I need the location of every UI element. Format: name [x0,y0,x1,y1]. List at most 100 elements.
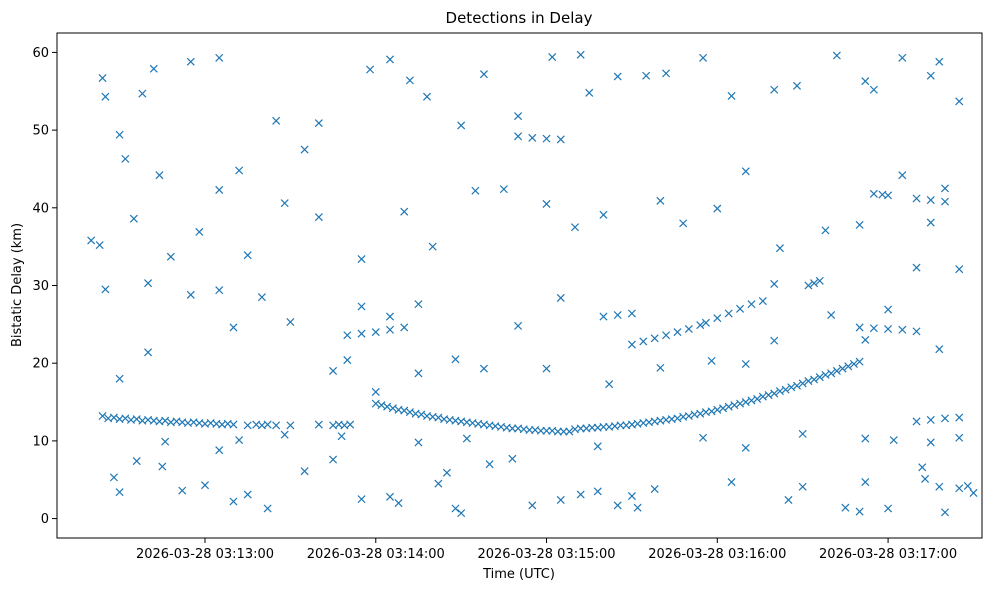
data-point [400,207,409,216]
x-axis-label: Time (UTC) [482,567,555,582]
data-point [109,473,118,482]
data-point [514,132,523,141]
data-point [314,119,323,128]
data-point [161,416,170,425]
data-point [940,197,950,206]
data-point [642,71,651,80]
data-point [542,134,551,143]
data-point [149,64,158,73]
data-point [451,355,460,364]
data-point [166,252,175,261]
data-point [926,71,935,80]
data-point [357,255,366,264]
data-point [861,478,870,487]
y-tick-label: 20 [32,357,49,372]
data-point [286,421,295,430]
data-point [741,359,750,368]
data-point [701,318,710,327]
data-point [565,427,574,436]
data-point [935,57,944,66]
data-point [869,85,878,94]
y-tick-label: 10 [32,434,49,449]
data-point [679,219,688,228]
data-point [662,69,671,78]
data-point [798,482,807,491]
data-point [707,407,716,416]
data-point [556,293,565,302]
x-tick-label: 2026-03-28 03:13:00 [136,547,274,562]
data-point [329,366,338,375]
data-point [215,185,224,194]
data-point [536,426,545,435]
data-point [940,184,950,193]
data-point [158,462,167,471]
data-point [414,438,423,447]
data-point [132,457,141,466]
data-point [215,286,224,295]
data-point [95,241,104,250]
data-point [792,381,802,390]
data-point [627,492,636,501]
x-tick-label: 2026-03-28 03:15:00 [477,547,615,562]
data-point [115,374,124,383]
data-point [963,481,972,490]
data-point [548,53,557,62]
data-point [787,383,796,392]
data-point [243,251,252,260]
data-point [810,375,819,384]
x-axis-ticks: 2026-03-28 03:13:00 2026-03-28 03:14:00 20… [136,538,957,562]
data-point [627,340,636,349]
data-point [343,356,352,365]
data-point [243,490,252,499]
data-point [417,410,426,419]
data-points [87,50,978,518]
data-point [736,304,745,313]
data-point [855,220,864,229]
data-point [764,391,773,400]
data-point [405,408,414,417]
data-point [713,314,722,323]
data-point [827,310,836,320]
data-point [758,297,767,306]
data-point [627,309,636,318]
data-point [528,501,537,510]
data-point [280,430,289,439]
data-point [713,204,722,213]
data-point [186,290,195,299]
data-point [385,492,395,501]
data-point [559,427,568,436]
data-point [969,488,978,497]
data-point [753,394,762,403]
data-point [434,413,443,422]
data-point [696,409,705,418]
data-point [605,380,614,389]
data-point [713,405,722,414]
data-point [926,218,935,227]
data-point [912,417,921,426]
data-point [300,145,309,154]
data-point [383,402,392,411]
data-point [849,359,858,368]
data-point [422,92,432,101]
data-point [884,324,893,334]
data-point [684,324,693,334]
data-point [576,490,585,499]
data-point [385,312,395,321]
data-point [775,387,784,396]
y-axis-label: Bistatic Delay (km) [10,223,25,347]
data-point [599,312,608,321]
data-point [371,387,380,396]
data-point [747,300,756,309]
data-point [921,474,930,483]
data-point [804,377,813,386]
data-point [371,399,380,408]
data-point [898,325,907,334]
data-point [889,436,898,445]
data-point [129,214,138,223]
y-axis-ticks: 0 10 20 30 40 50 60 [32,46,57,527]
data-point [576,50,585,59]
data-point [599,422,608,431]
data-point [832,366,841,375]
data-point [414,369,423,378]
